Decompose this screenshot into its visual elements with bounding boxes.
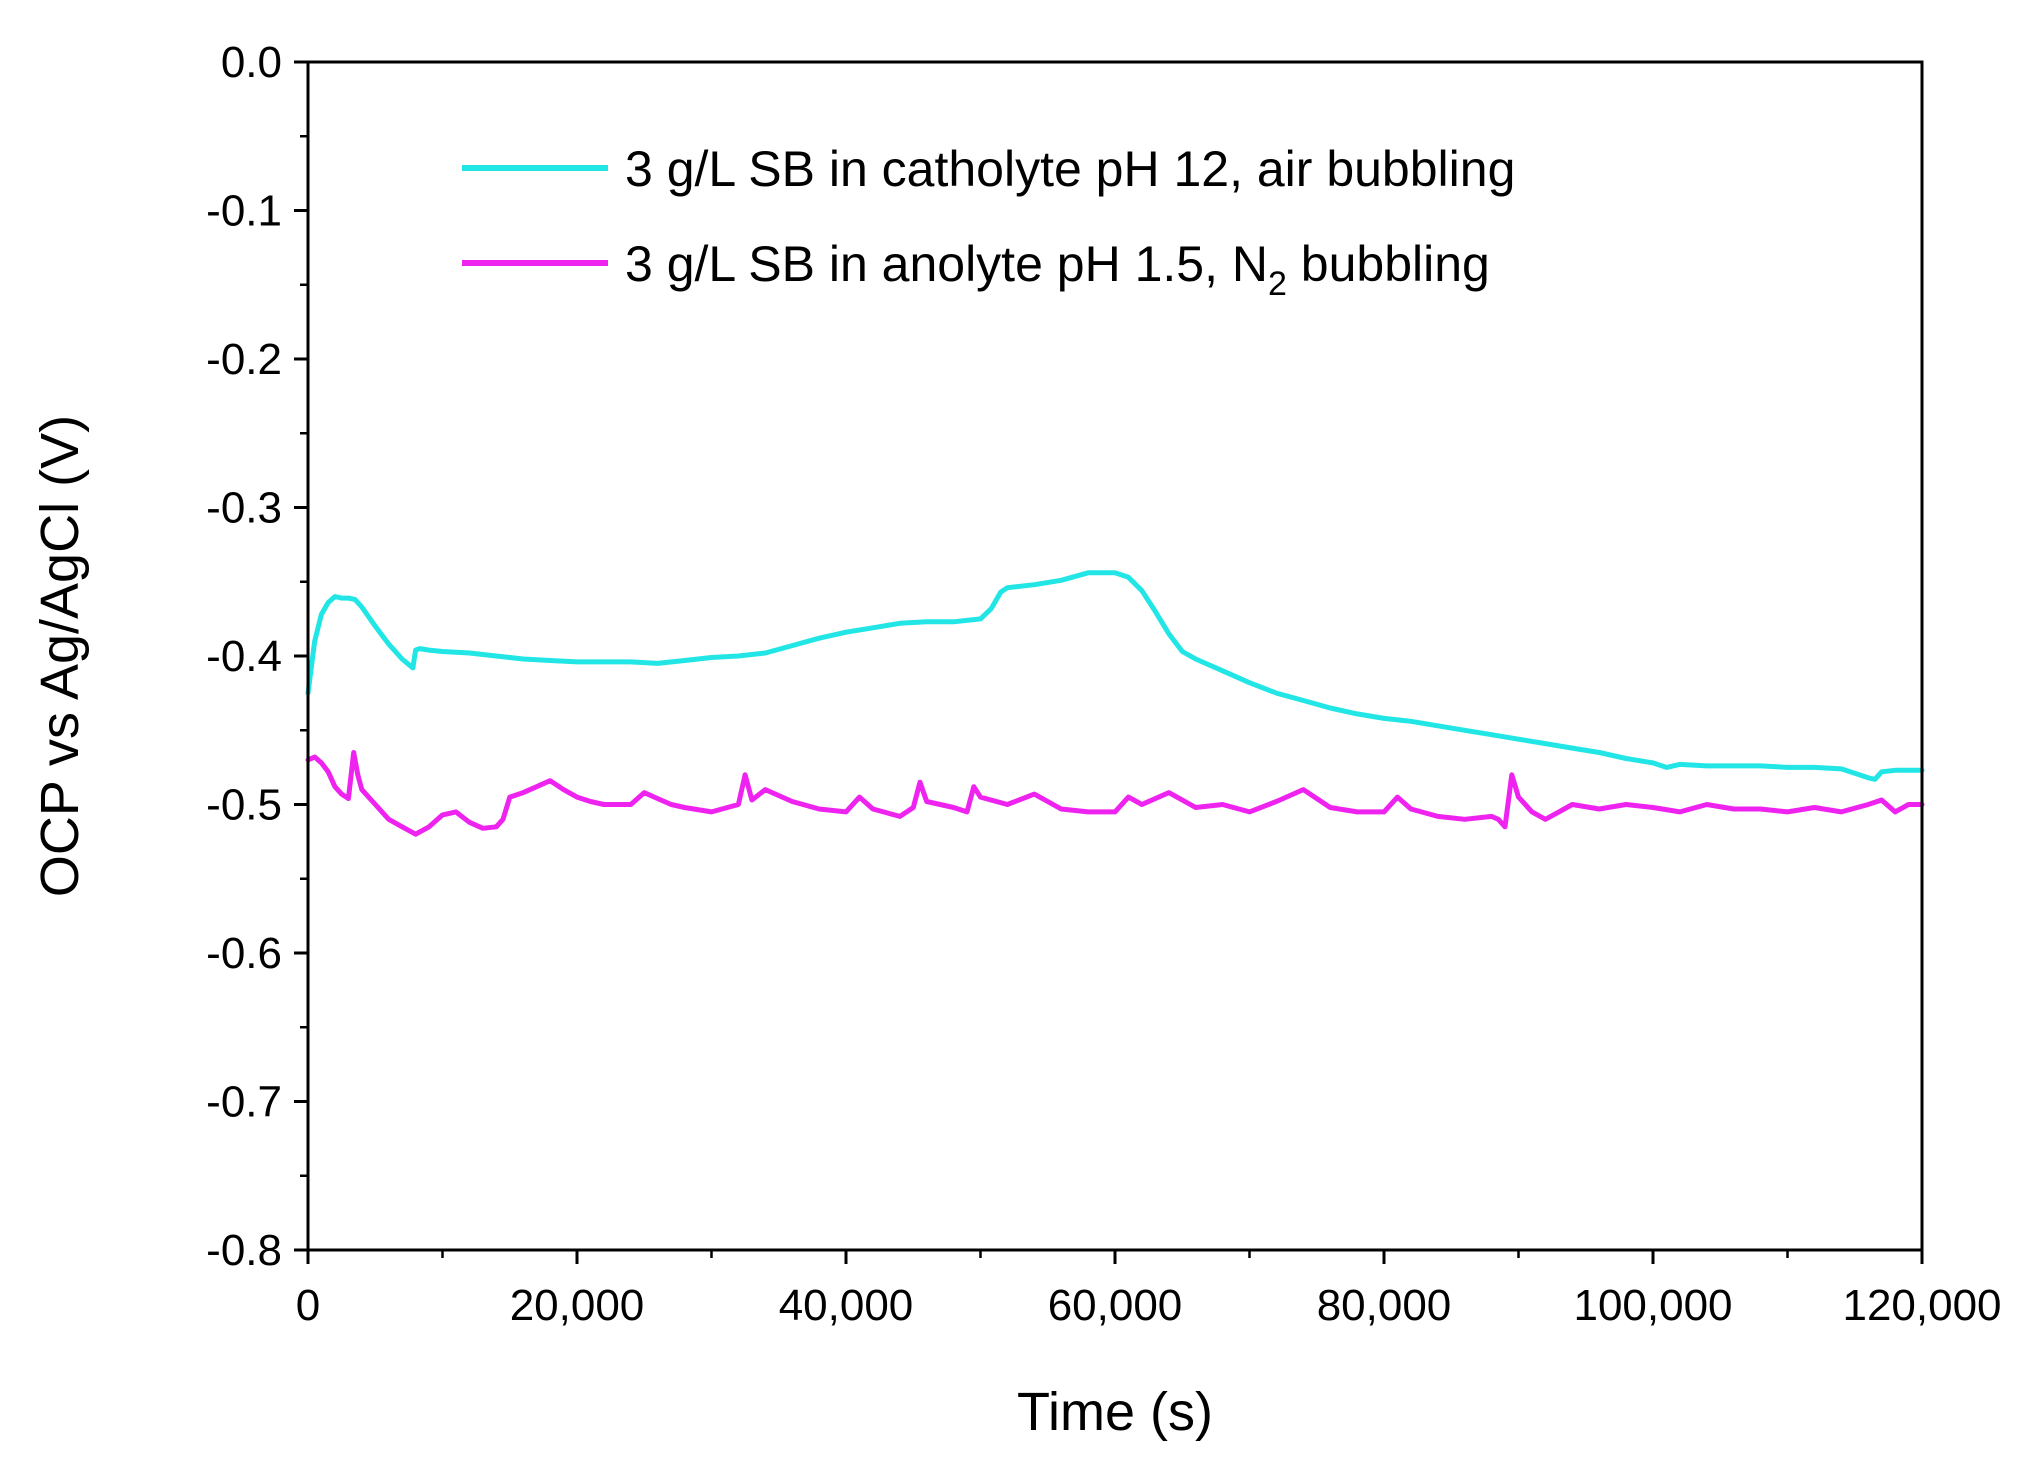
y-tick-label: -0.2 — [206, 335, 282, 384]
series-line-catholyte — [305, 570, 1925, 782]
legend-label-anolyte: 3 g/L SB in anolyte pH 1.5, N2 bubbling — [625, 236, 1490, 303]
y-tick-label: -0.1 — [206, 187, 282, 236]
series-line-anolyte — [305, 750, 1925, 837]
x-axis-title: Time (s) — [1017, 1382, 1213, 1442]
legend: 3 g/L SB in catholyte pH 12, air bubblin… — [462, 141, 1515, 303]
legend-anolyte-subscript: 2 — [1268, 265, 1287, 303]
y-tick-label: -0.5 — [206, 781, 282, 830]
y-tick-label: 0.0 — [221, 38, 282, 87]
y-tick-label: -0.7 — [206, 1078, 282, 1127]
y-tick-label: -0.4 — [206, 632, 282, 681]
y-axis-title: OCP vs Ag/AgCl (V) — [30, 415, 90, 897]
legend-anolyte-main: 3 g/L SB in anolyte pH 1.5, N — [625, 236, 1268, 292]
y-axis-ticks: 0.0 -0.1 -0.2 -0.3 -0.4 -0.5 -0.6 -0.7 -0.8 — [206, 38, 308, 1275]
series-layer — [305, 570, 1925, 837]
legend-label-catholyte: 3 g/L SB in catholyte pH 12, air bubblin… — [625, 141, 1515, 197]
y-tick-label: -0.8 — [206, 1226, 282, 1275]
x-tick-label: 80,000 — [1317, 1281, 1452, 1330]
y-tick-label: -0.6 — [206, 929, 282, 978]
x-tick-label: 20,000 — [510, 1281, 645, 1330]
x-tick-label: 40,000 — [779, 1281, 914, 1330]
x-axis-ticks: 0 20,000 40,000 60,000 80,000 100,000 120,000 — [296, 1250, 2002, 1330]
x-tick-label: 60,000 — [1048, 1281, 1183, 1330]
legend-anolyte-tail: bubbling — [1287, 236, 1490, 292]
y-tick-label: -0.3 — [206, 484, 282, 533]
x-tick-label: 100,000 — [1573, 1281, 1732, 1330]
x-tick-label: 0 — [296, 1281, 320, 1330]
x-tick-label: 120,000 — [1842, 1281, 2001, 1330]
plot-frame — [306, 60, 1924, 1252]
